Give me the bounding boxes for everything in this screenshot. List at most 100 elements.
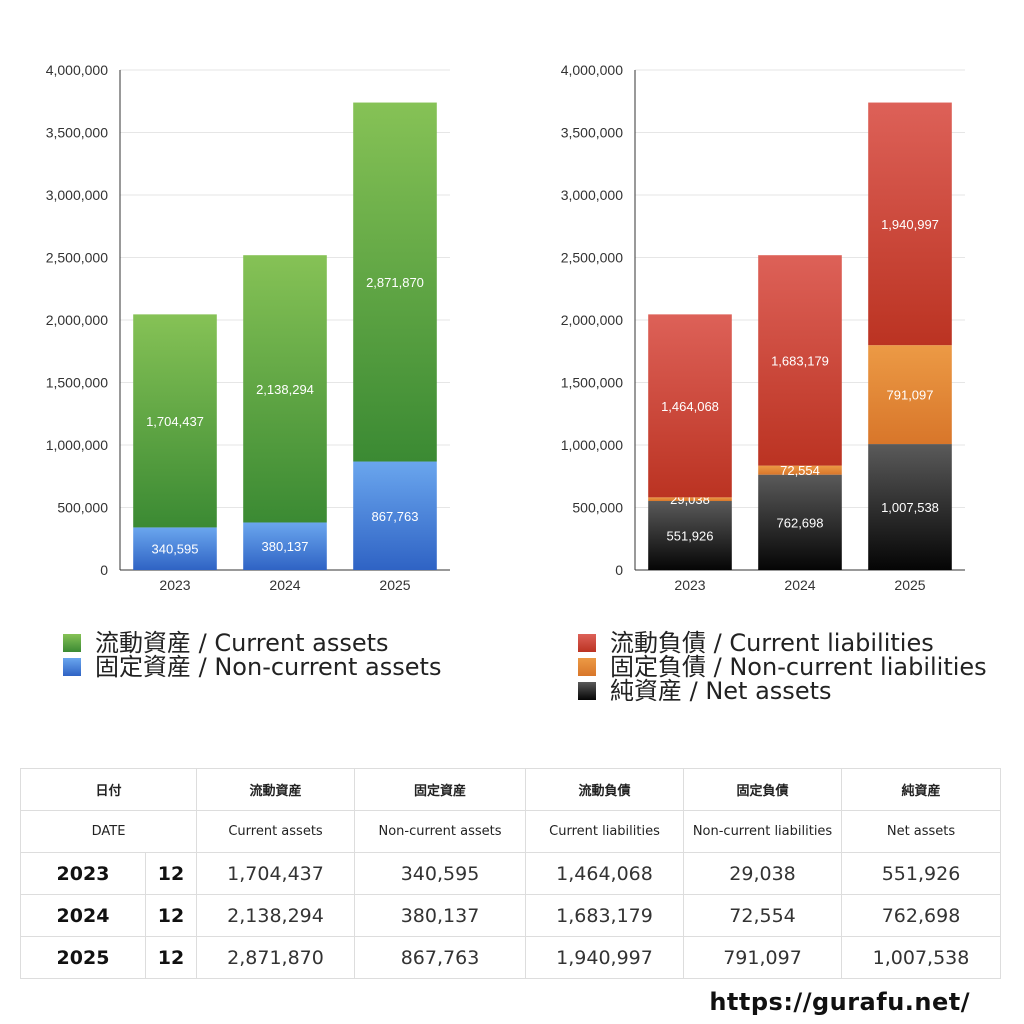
y-tick-label: 500,000 [572,500,623,516]
header-non-current-liabilities-jp: 固定負債 [683,768,843,811]
y-tick-label: 4,000,000 [46,62,108,78]
x-tick-label: 2024 [269,577,300,593]
x-tick-label: 2025 [894,577,925,593]
y-tick-label: 1,500,000 [561,375,623,391]
cell-non-current-assets: 867,763 [354,936,527,979]
bar-value-label: 1,683,179 [771,353,829,368]
y-tick-label: 1,500,000 [46,375,108,391]
legend-swatch-non-current-liabilities [578,658,596,676]
bar-value-label: 380,137 [262,539,309,554]
y-tick-label: 0 [100,562,108,578]
row-month: 12 [144,852,198,895]
header-non-current-liabilities-en: Non-current liabilities [683,810,843,853]
header-current-assets-en: Current assets [196,810,356,853]
x-tick-label: 2024 [784,577,815,593]
cell-current-liabilities: 1,464,068 [525,852,685,895]
legend-label-non-current-assets: 固定資産 / Non-current assets [95,653,442,681]
bar-segment [648,501,732,570]
legend-item-non-current-liabilities: 固定負債 / Non-current liabilities [578,655,987,679]
cell-net-assets: 551,926 [841,852,1002,895]
assets-stacked-bar-chart: 0 500,000 1,000,000 1,500,000 2,000,000 2,500… [46,62,450,593]
y-tick-label: 3,500,000 [46,125,108,141]
legend-label-current-liabilities: 流動負債 / Current liabilities [610,629,934,657]
bar-value-label: 1,464,068 [661,399,719,414]
legend-item-current-liabilities: 流動負債 / Current liabilities [578,631,987,655]
bar-segment [243,255,327,523]
y-tick-label: 4,000,000 [561,62,623,78]
header-date-jp: 日付 [19,768,198,811]
y-tick-label: 1,000,000 [561,437,623,453]
bar-segment [758,465,842,475]
bar-segment [648,497,732,502]
bar-segment [868,444,952,570]
header-non-current-assets-en: Non-current assets [354,810,527,853]
x-tick-label: 2023 [159,577,190,593]
cell-current-assets: 2,138,294 [196,894,356,937]
cell-current-liabilities: 1,940,997 [525,936,685,979]
y-tick-label: 2,000,000 [561,312,623,328]
table-header-jp: 日付 流動資産 固定資産 流動負債 固定負債 純資産 [19,768,1002,811]
cell-non-current-liabilities: 791,097 [683,936,843,979]
bar-segment [868,102,952,346]
y-tick-label: 3,000,000 [561,187,623,203]
row-month: 12 [144,936,198,979]
y-tick-label: 2,000,000 [46,312,108,328]
row-year: 2024 [20,894,146,937]
bar-value-label: 2,871,870 [366,275,424,290]
bar-segment [243,522,327,570]
bar-segment [133,314,217,528]
bar-segment [133,527,217,570]
bar-value-label: 867,763 [372,509,419,524]
cell-non-current-liabilities: 29,038 [683,852,843,895]
bar-segment [758,255,842,466]
x-tick-label: 2023 [674,577,705,593]
legend-label-net-assets: 純資産 / Net assets [610,677,832,705]
header-net-assets-jp: 純資産 [841,768,1002,811]
y-tick-label: 3,500,000 [561,125,623,141]
bar-value-label: 551,926 [667,529,714,544]
table-row: 2025 12 2,871,870 867,763 1,940,997 791,… [20,936,1002,979]
bar-value-label: 72,554 [780,463,820,478]
y-tick-label: 2,500,000 [561,250,623,266]
table-row: 2023 12 1,704,437 340,595 1,464,068 29,0… [20,852,1002,895]
row-year: 2025 [20,936,146,979]
bar-value-label: 1,007,538 [881,500,939,515]
cell-current-assets: 2,871,870 [196,936,356,979]
header-current-liabilities-en: Current liabilities [525,810,685,853]
legend-item-non-current-assets: 固定資産 / Non-current assets [63,655,441,679]
legend-item-current-assets: 流動資産 / Current assets [63,631,441,655]
y-tick-label: 1,000,000 [46,437,108,453]
site-url: https://gurafu.net/ [709,988,970,1016]
y-tick-label: 500,000 [57,500,108,516]
y-tick-label: 0 [615,562,623,578]
bar-segment [353,102,437,462]
table-header-en: DATE Current assets Non-current assets C… [19,810,1002,853]
header-date-en: DATE [19,810,198,853]
bar-value-label: 791,097 [887,388,934,403]
cell-non-current-liabilities: 72,554 [683,894,843,937]
cell-non-current-assets: 340,595 [354,852,527,895]
bar-value-label: 340,595 [152,542,199,557]
header-current-assets-jp: 流動資産 [196,768,356,811]
liabilities-stacked-bar-chart: 0 500,000 1,000,000 1,500,000 2,000,000 2,500… [561,62,965,593]
bar-value-label: 1,704,437 [146,414,204,429]
bar-value-label: 762,698 [777,515,824,530]
cell-net-assets: 762,698 [841,894,1002,937]
y-tick-label: 3,000,000 [46,187,108,203]
legend-label-current-assets: 流動資産 / Current assets [95,629,389,657]
bar-segment [648,314,732,498]
legend-swatch-non-current-assets [63,658,81,676]
table-row: 2024 12 2,138,294 380,137 1,683,179 72,5… [20,894,1002,937]
assets-legend: 流動資産 / Current assets 固定資産 / Non-current… [63,631,441,679]
legend-label-non-current-liabilities: 固定負債 / Non-current liabilities [610,653,987,681]
header-non-current-assets-jp: 固定資産 [354,768,527,811]
y-tick-label: 2,500,000 [46,250,108,266]
bar-segment [353,461,437,570]
header-net-assets-en: Net assets [841,810,1002,853]
header-current-liabilities-jp: 流動負債 [525,768,685,811]
bar-segment [868,345,952,445]
legend-swatch-current-liabilities [578,634,596,652]
cell-current-assets: 1,704,437 [196,852,356,895]
row-year: 2023 [20,852,146,895]
legend-item-net-assets: 純資産 / Net assets [578,679,987,703]
